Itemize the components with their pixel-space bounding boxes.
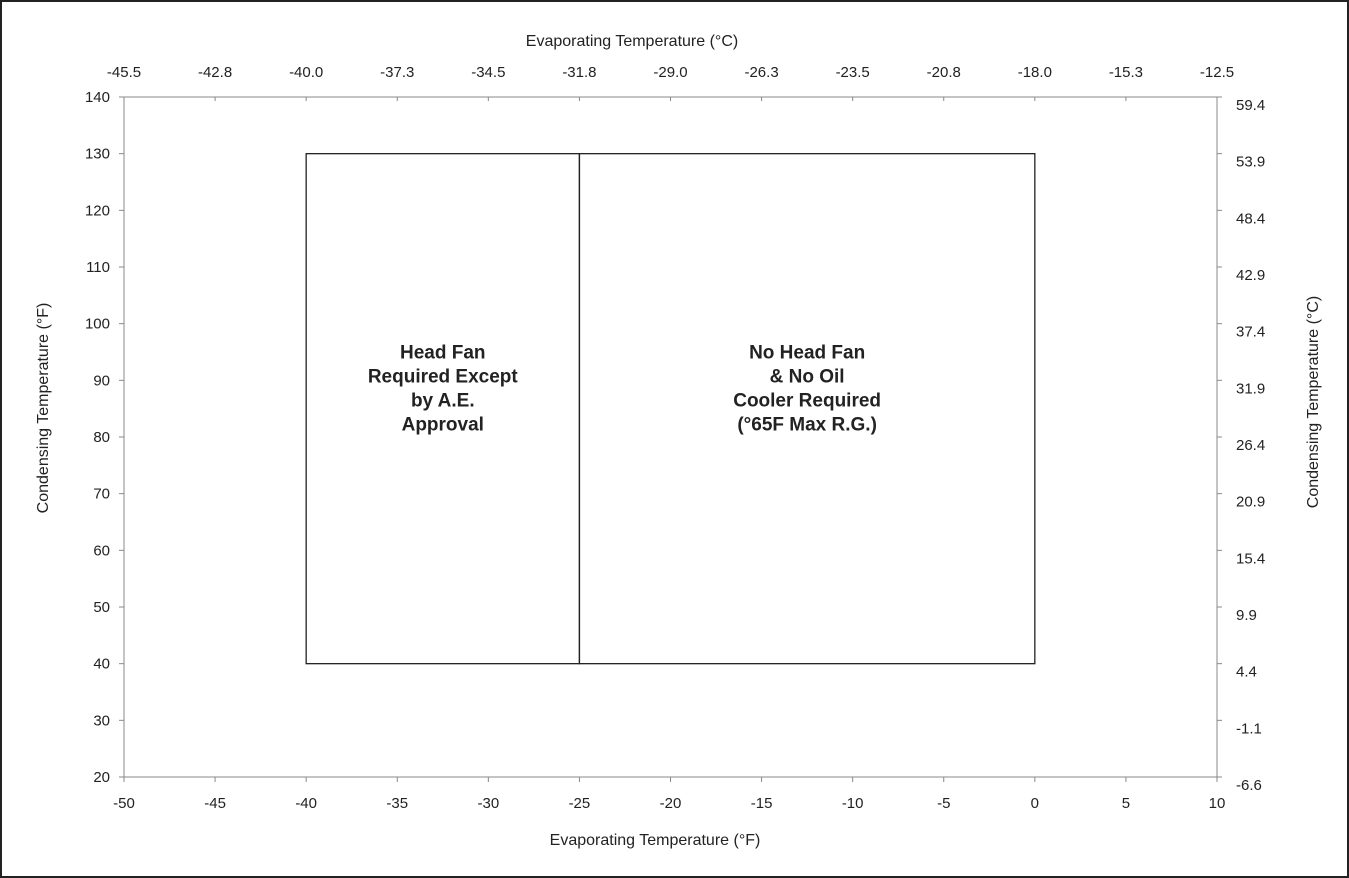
x-tick-label: -5 bbox=[937, 795, 950, 812]
x-tick-label: 5 bbox=[1122, 795, 1130, 812]
y-tick-label: 120 bbox=[85, 202, 110, 219]
y2-axis-title: Condensing Temperature (°C) bbox=[1305, 296, 1322, 508]
x2-tick-label: -23.5 bbox=[836, 64, 870, 81]
x2-tick-label: -34.5 bbox=[471, 64, 505, 81]
y-tick-label: 50 bbox=[93, 599, 110, 616]
y2-tick-label: -1.1 bbox=[1236, 720, 1262, 737]
region-label-line: (°65F Max R.G.) bbox=[737, 415, 877, 436]
x-tick-label: -15 bbox=[751, 795, 773, 812]
region-label-line: Approval bbox=[402, 415, 484, 436]
y2-tick-label: -6.6 bbox=[1236, 777, 1262, 794]
x2-tick-label: -31.8 bbox=[562, 64, 596, 81]
region-label-line: Head Fan bbox=[400, 343, 486, 364]
y2-tick-label: 31.9 bbox=[1236, 380, 1265, 397]
x-tick-label: -30 bbox=[477, 795, 499, 812]
ticks-layer: -50-45.5-45-42.8-40-40.0-35-37.3-30-34.5… bbox=[85, 64, 1265, 812]
y2-tick-label: 59.4 bbox=[1236, 97, 1265, 114]
y-tick-label: 110 bbox=[86, 259, 110, 276]
x2-tick-label: -29.0 bbox=[653, 64, 687, 81]
y-tick-label: 20 bbox=[93, 769, 110, 786]
region-label-line: No Head Fan bbox=[749, 343, 865, 364]
x-tick-label: -45 bbox=[204, 795, 226, 812]
x-tick-label: -50 bbox=[113, 795, 135, 812]
x2-tick-label: -26.3 bbox=[744, 64, 778, 81]
y-tick-label: 70 bbox=[93, 486, 110, 503]
regions-layer: Head Fan Required Except by A.E. Approval No… bbox=[305, 153, 1036, 665]
y2-tick-label: 37.4 bbox=[1236, 324, 1265, 341]
y2-tick-label: 20.9 bbox=[1236, 494, 1265, 511]
x2-tick-label: -37.3 bbox=[380, 64, 414, 81]
x2-tick-label: -20.8 bbox=[927, 64, 961, 81]
x2-tick-label: -45.5 bbox=[107, 64, 141, 81]
x2-tick-label: -40.0 bbox=[289, 64, 323, 81]
x2-tick-label: -18.0 bbox=[1018, 64, 1052, 81]
region-box-2 bbox=[578, 153, 1036, 665]
y2-tick-label: 4.4 bbox=[1236, 664, 1257, 681]
x2-axis-title: Evaporating Temperature (°C) bbox=[526, 33, 738, 50]
y2-tick-label: 42.9 bbox=[1236, 267, 1265, 284]
region-label-line: Cooler Required bbox=[733, 391, 881, 412]
region-label-line: by A.E. bbox=[411, 391, 475, 412]
x2-tick-label: -42.8 bbox=[198, 64, 232, 81]
y-tick-label: 100 bbox=[85, 316, 110, 333]
x-tick-label: -20 bbox=[660, 795, 682, 812]
y2-tick-label: 9.9 bbox=[1236, 607, 1257, 624]
y2-tick-label: 48.4 bbox=[1236, 210, 1265, 227]
x-tick-label: -35 bbox=[386, 795, 408, 812]
x-tick-label: 10 bbox=[1209, 795, 1226, 812]
x-tick-label: -40 bbox=[295, 795, 317, 812]
region-label-line: & No Oil bbox=[770, 367, 845, 388]
y-tick-label: 80 bbox=[93, 429, 110, 446]
y-tick-label: 60 bbox=[93, 542, 110, 559]
y2-tick-label: 53.9 bbox=[1236, 154, 1265, 171]
y-tick-label: 90 bbox=[93, 372, 110, 389]
y2-tick-label: 26.4 bbox=[1236, 437, 1265, 454]
x-axis-title: Evaporating Temperature (°F) bbox=[550, 832, 761, 849]
y-tick-label: 30 bbox=[93, 712, 110, 729]
x-tick-label: -25 bbox=[569, 795, 591, 812]
x-tick-label: -10 bbox=[842, 795, 864, 812]
y-tick-label: 140 bbox=[85, 89, 110, 106]
y-tick-label: 130 bbox=[85, 146, 110, 163]
x2-tick-label: -15.3 bbox=[1109, 64, 1143, 81]
x2-tick-label: -12.5 bbox=[1200, 64, 1234, 81]
region-label-line: Required Except bbox=[368, 367, 519, 388]
x-tick-label: 0 bbox=[1031, 795, 1039, 812]
y-axis-title: Condensing Temperature (°F) bbox=[35, 303, 52, 514]
y2-tick-label: 15.4 bbox=[1236, 550, 1265, 567]
y-tick-label: 40 bbox=[93, 656, 110, 673]
